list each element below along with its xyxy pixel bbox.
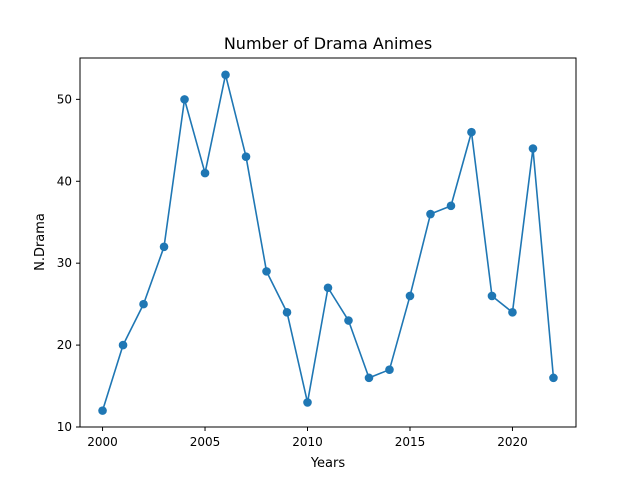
- chart-title: Number of Drama Animes: [224, 34, 432, 53]
- data-point-2014: [385, 365, 394, 374]
- data-point-2001: [118, 340, 128, 350]
- data-point-2006: [221, 70, 230, 80]
- x-axis-label: Years: [310, 456, 346, 471]
- data-point-2018: [467, 127, 476, 137]
- data-point-2005: [200, 168, 210, 178]
- y-tick-label: 20: [57, 338, 72, 352]
- series-layer: [98, 70, 558, 415]
- data-point-2008: [262, 267, 271, 276]
- data-point-2000: [98, 406, 107, 415]
- y-tick-label: 50: [57, 92, 72, 106]
- data-point-2019: [487, 291, 497, 301]
- data-point-2020: [508, 308, 517, 317]
- data-point-2013: [364, 373, 374, 383]
- data-point-2007: [241, 152, 251, 162]
- data-point-2016: [426, 209, 435, 219]
- data-point-2010: [303, 398, 312, 407]
- data-point-2021: [528, 144, 538, 153]
- data-point-2003: [159, 242, 169, 252]
- plot-area: [80, 58, 576, 427]
- data-point-2022: [549, 373, 558, 383]
- plot-frame: [79, 57, 577, 428]
- y-tick-label: 10: [57, 420, 72, 434]
- data-point-2017: [446, 201, 456, 211]
- data-point-2004: [180, 95, 189, 104]
- data-point-2002: [139, 299, 148, 309]
- x-tick-label: 2000: [87, 435, 118, 449]
- data-point-2009: [282, 308, 292, 317]
- x-tick-label: 2020: [497, 435, 528, 449]
- data-point-2015: [405, 291, 415, 301]
- ticks-layer: 2000 2005 2010 2015 2020 10 20 30 40 50: [57, 92, 528, 449]
- y-tick-label: 30: [57, 256, 72, 270]
- y-tick-label: 40: [57, 174, 72, 188]
- data-point-2011: [323, 283, 333, 293]
- x-tick-label: 2005: [190, 435, 221, 449]
- x-tick-label: 2010: [292, 435, 323, 449]
- y-axis-label: N.Drama: [33, 213, 48, 271]
- data-point-2012: [344, 316, 353, 325]
- x-tick-label: 2015: [395, 435, 426, 449]
